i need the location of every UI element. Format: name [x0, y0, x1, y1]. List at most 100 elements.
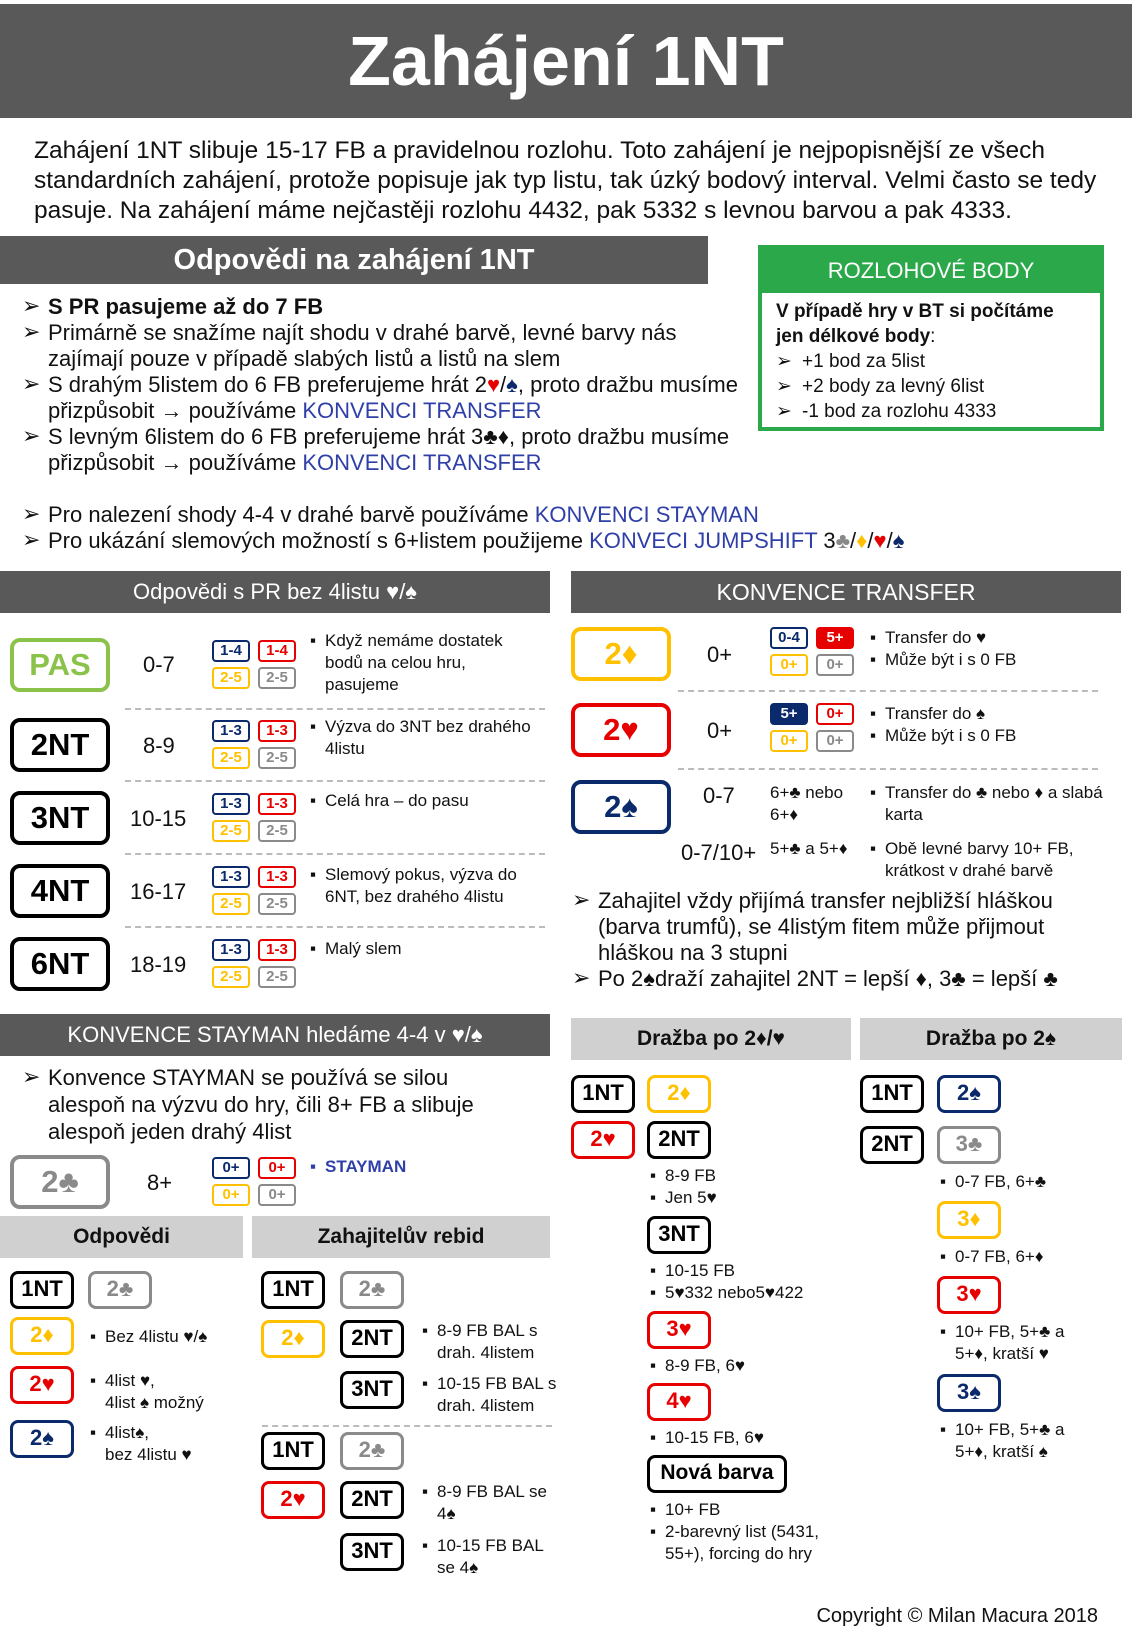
- range: 0-7/10+: [681, 840, 757, 865]
- quantity-badge: 5+: [816, 627, 854, 649]
- quantity-badge: 2-5: [258, 966, 296, 988]
- range: 16-17: [130, 879, 187, 904]
- quantity-badge: 0+: [770, 654, 808, 676]
- quantity-badge: 1-3: [258, 793, 296, 815]
- copyright: Copyright © Milan Macura 2018: [816, 1605, 1098, 1627]
- range: 0-7: [703, 783, 735, 808]
- quantity-badge: 2-5: [212, 966, 250, 988]
- quantity-badge: 0+: [212, 1157, 250, 1179]
- bid-description: 10+ FB2-barevný list (5431, 55+), forcin…: [650, 1499, 850, 1565]
- quantity-badge: 1-3: [212, 793, 250, 815]
- suit-length: 5+♣ a 5+♦: [770, 839, 848, 858]
- list-item: Pro ukázání slemových možností s 6+liste…: [22, 528, 1112, 554]
- distribution-points-lead: V případě hry v BT si počítáme jen délko…: [776, 301, 1054, 347]
- list-item: Pro nalezení shody 4-4 v drahé barvě pou…: [22, 502, 1112, 528]
- transfer-header: KONVENCE TRANSFER: [571, 571, 1121, 613]
- rebid-description: 10-15 FB BAL se 4♠: [422, 1535, 552, 1579]
- quantity-badge: 5+: [770, 703, 808, 725]
- after-2s-header: Dražba po 2♠: [860, 1018, 1122, 1060]
- bid-card-3d: 3♦: [937, 1201, 1001, 1239]
- rebid-description: 10-15 FB BAL s drah. 4listem: [422, 1373, 557, 1417]
- quantity-badge: 2-5: [212, 747, 250, 769]
- bid-card-1nt: 1NT: [571, 1075, 635, 1113]
- bid-description: 0-7 FB, 6+♦: [940, 1246, 1120, 1268]
- bid-description: Transfer do ♥Může být i s 0 FB: [870, 627, 1110, 671]
- stayman-link[interactable]: KONVENCI STAYMAN: [534, 502, 759, 527]
- jumpshift-link[interactable]: KONVECI JUMPSHIFT: [589, 528, 818, 553]
- quantity-badge: 0-4: [770, 627, 808, 649]
- quantity-badge: 0+: [770, 730, 808, 752]
- list-item: +2 body za levný 6list: [776, 374, 1086, 399]
- bid-description: 8-9 FB, 6♥: [650, 1355, 850, 1377]
- distribution-points-box: ROZLOHOVÉ BODY V případě hry v BT si poč…: [758, 245, 1104, 431]
- range: 10-15: [130, 806, 187, 831]
- quantity-badge: 1-3: [212, 866, 250, 888]
- bid-card-pas: PAS: [10, 638, 110, 692]
- bid-description: Slemový pokus, výzva do 6NT, bez drahého…: [310, 864, 540, 908]
- quantity-badge: 0+: [212, 1184, 250, 1206]
- bid-description: Celá hra – do pasu: [310, 790, 540, 812]
- transfer-notes: Zahajitel vždy přijímá transfer nejbližš…: [572, 888, 1092, 992]
- intro-text: Zahájení 1NT slibuje 15-17 FB a pravidel…: [34, 137, 1097, 224]
- bid-card-1nt: 1NT: [261, 1271, 325, 1309]
- rebid-description: 8-9 FB BAL se 4♠: [422, 1481, 552, 1525]
- bid-description: 10-15 FB5♥332 nebo5♥422: [650, 1260, 850, 1304]
- list-item: Zahajitel vždy přijímá transfer nejbližš…: [572, 888, 1092, 966]
- bid-card-3s: 3♠: [937, 1374, 1001, 1412]
- bid-card-2d: 2♦: [10, 1317, 74, 1355]
- bid-card-3nt: 3NT: [340, 1533, 404, 1571]
- transfer-link[interactable]: KONVENCI TRANSFER: [302, 450, 542, 475]
- quantity-badge: 0+: [816, 654, 854, 676]
- no-four-card-header: Odpovědi s PR bez 4listu ♥/♠: [0, 571, 550, 613]
- bid-card-2d: 2♦: [647, 1075, 711, 1113]
- quantity-badge: 2-5: [258, 820, 296, 842]
- list-item: Konvence STAYMAN se používá se silou ale…: [22, 1064, 522, 1145]
- bid-card-2h: 2♥: [571, 703, 671, 757]
- suit-length: 6+♣ nebo 6+♦: [770, 783, 844, 824]
- bid-description: 8-9 FBJen 5♥: [650, 1165, 850, 1209]
- bid-card-4h: 4♥: [647, 1383, 711, 1421]
- quantity-badge: 1-3: [212, 939, 250, 961]
- list-item: S drahým 5listem do 6 FB preferujeme hrá…: [22, 372, 742, 424]
- quantity-badge: 1-4: [258, 640, 296, 662]
- range: 8-9: [143, 733, 175, 758]
- quantity-badge: 2-5: [212, 820, 250, 842]
- responses-list: S PR pasujeme až do 7 FB Primárně se sna…: [22, 294, 742, 476]
- bid-card-3h: 3♥: [647, 1311, 711, 1349]
- bid-description: Výzva do 3NT bez drahého 4listu: [310, 716, 540, 760]
- after-2d-2h-header: Dražba po 2♦/♥: [571, 1018, 851, 1060]
- rebid-header: Zahajitelův rebid: [252, 1216, 550, 1258]
- range: 0+: [707, 718, 733, 743]
- transfer-link[interactable]: KONVENCI TRANSFER: [302, 398, 542, 423]
- list-item: S PR pasujeme až do 7 FB: [22, 294, 742, 320]
- bid-card-3nt: 3NT: [647, 1216, 711, 1254]
- rebid-description: 8-9 FB BAL s drah. 4listem: [422, 1320, 557, 1364]
- list-item: S levným 6listem do 6 FB preferujeme hrá…: [22, 424, 742, 476]
- bid-card-4nt: 4NT: [10, 864, 110, 918]
- answer-description: Bez 4listu ♥/♠: [90, 1326, 240, 1348]
- bid-card-3c: 3♣: [937, 1126, 1001, 1164]
- bid-card-2s: 2♠: [937, 1075, 1001, 1113]
- quantity-badge: 1-4: [212, 640, 250, 662]
- answers-header: Odpovědi: [0, 1216, 243, 1258]
- bid-description: 10-15 FB, 6♥: [650, 1427, 850, 1449]
- quantity-badge: 1-3: [212, 720, 250, 742]
- bid-description: Transfer do ♠Může být i s 0 FB: [870, 703, 1110, 747]
- quantity-badge: 0+: [258, 1184, 296, 1206]
- responses-header: Odpovědi na zahájení 1NT: [0, 236, 708, 284]
- range: 18-19: [130, 952, 187, 977]
- answer-description: 4list♠,bez 4listu ♥: [90, 1422, 240, 1466]
- bid-card-1nt: 1NT: [261, 1432, 325, 1470]
- bid-card-2h: 2♥: [571, 1121, 635, 1159]
- quantity-badge: 0+: [816, 703, 854, 725]
- quantity-badge: 2-5: [258, 747, 296, 769]
- distribution-points-header: ROZLOHOVÉ BODY: [762, 249, 1100, 293]
- page-title: Zahájení 1NT: [0, 4, 1132, 118]
- list-item: -1 bod za rozlohu 4333: [776, 399, 1086, 424]
- range: 0-7: [143, 652, 175, 677]
- bid-card-2nt: 2NT: [340, 1320, 404, 1358]
- bid-description: Když nemáme dostatek bodů na celou hru, …: [310, 630, 540, 696]
- range: 0+: [707, 642, 733, 667]
- bid-card-2c: 2♣: [340, 1432, 404, 1470]
- bid-card-2h: 2♥: [261, 1481, 325, 1519]
